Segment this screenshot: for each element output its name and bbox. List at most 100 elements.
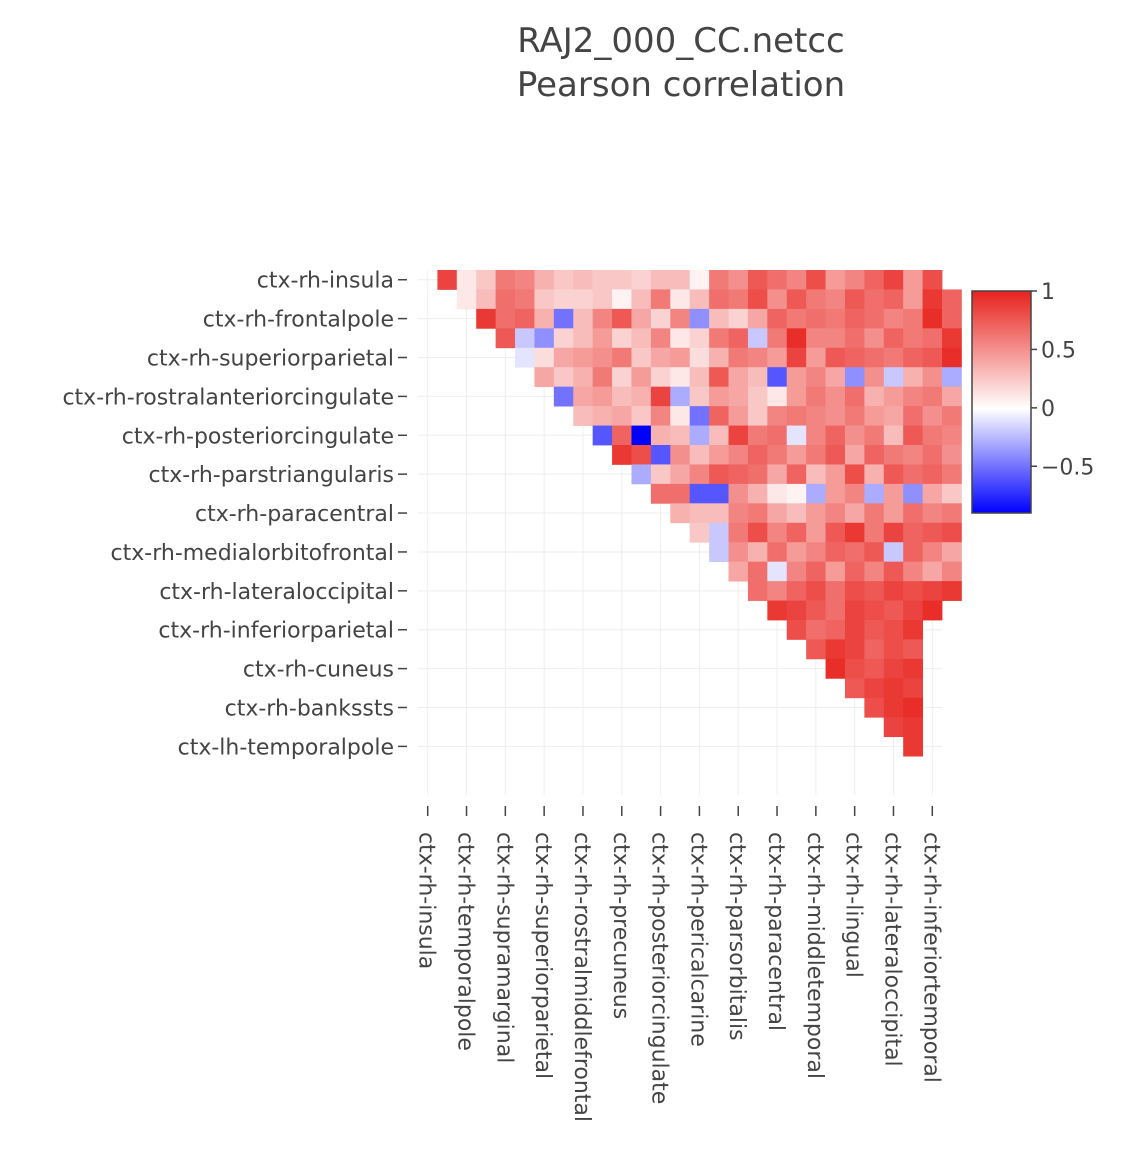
- heatmap-cell: [922, 561, 943, 582]
- heatmap-cell: [534, 270, 555, 290]
- heatmap-cell: [573, 328, 594, 349]
- heatmap-cell: [844, 367, 865, 388]
- heatmap-cell: [883, 406, 904, 426]
- heatmap-cell: [767, 542, 788, 563]
- heatmap-cell: [883, 600, 904, 621]
- heatmap-cell: [728, 522, 749, 543]
- heatmap-cell: [806, 328, 826, 349]
- heatmap-cell: [942, 542, 962, 563]
- heatmap-cell: [592, 270, 613, 290]
- heatmap-cell: [806, 367, 826, 388]
- heatmap-cell: [825, 347, 846, 368]
- heatmap-cell: [844, 483, 865, 504]
- heatmap-cell: [709, 425, 729, 446]
- heatmap-cell: [670, 503, 691, 524]
- heatmap-cell: [631, 406, 652, 426]
- heatmap-cell: [786, 445, 807, 465]
- heatmap-cell: [612, 308, 632, 329]
- heatmap-cell: [903, 406, 923, 426]
- heatmap-cell: [592, 289, 613, 310]
- heatmap-cell: [903, 503, 923, 524]
- heatmap-cell: [515, 289, 535, 310]
- heatmap-cell: [612, 347, 632, 368]
- heatmap-cell: [903, 308, 923, 329]
- heatmap-cell: [883, 328, 904, 349]
- heatmap-cell: [922, 483, 943, 504]
- colorbar-tick-label: 1: [1041, 280, 1055, 305]
- heatmap-cell: [553, 386, 574, 407]
- y-tick-label: ctx-lh-temporalpole: [178, 735, 394, 760]
- heatmap-cell: [786, 483, 807, 504]
- heatmap-cell: [903, 367, 923, 388]
- heatmap-cell: [631, 464, 652, 485]
- heatmap-cell: [631, 308, 652, 329]
- x-tick-label: ctx-rh-temporalpole: [453, 832, 478, 1051]
- heatmap-cell: [747, 522, 768, 543]
- heatmap-cell: [844, 600, 865, 621]
- heatmap-cell: [942, 483, 962, 504]
- heatmap-cell: [728, 347, 749, 368]
- heatmap-cell: [553, 308, 574, 329]
- heatmap-cell: [553, 328, 574, 349]
- heatmap-cell: [903, 678, 923, 699]
- heatmap-cell: [922, 328, 943, 349]
- y-tick-label: ctx-rh-cuneus: [243, 658, 394, 683]
- heatmap-cell: [612, 386, 632, 407]
- heatmap-cell: [534, 328, 555, 349]
- heatmap-cell: [728, 542, 749, 563]
- heatmap-cell: [844, 561, 865, 582]
- heatmap-cell: [864, 620, 885, 640]
- heatmap-cell: [786, 289, 807, 310]
- heatmap-cell: [728, 561, 749, 582]
- heatmap-cell: [631, 289, 652, 310]
- heatmap-cell: [476, 308, 497, 329]
- heatmap-cell: [534, 289, 555, 310]
- heatmap-cell: [747, 581, 768, 601]
- heatmap-cell: [825, 561, 846, 582]
- heatmap-cell: [806, 639, 826, 660]
- heatmap-cell: [747, 561, 768, 582]
- heatmap-cell: [903, 658, 923, 679]
- heatmap-cell: [883, 581, 904, 601]
- heatmap-cell: [903, 542, 923, 563]
- heatmap-cell: [883, 289, 904, 310]
- heatmap-cell: [612, 270, 632, 290]
- heatmap-cell: [786, 270, 807, 290]
- heatmap-cell: [844, 503, 865, 524]
- heatmap-cell: [670, 289, 691, 310]
- y-tick-label: ctx-rh-parstriangularis: [148, 463, 394, 488]
- heatmap-cell: [942, 561, 962, 582]
- heatmap-cell: [728, 386, 749, 407]
- heatmap-cell: [883, 464, 904, 485]
- heatmap-cell: [709, 406, 729, 426]
- heatmap-cell: [844, 308, 865, 329]
- heatmap-cell: [592, 406, 613, 426]
- heatmap-cell: [786, 328, 807, 349]
- y-tick-label: ctx-rh-medialorbitofrontal: [111, 541, 394, 566]
- heatmap-cell: [515, 270, 535, 290]
- heatmap-cell: [534, 347, 555, 368]
- heatmap-cell: [650, 328, 671, 349]
- heatmap-cell: [728, 425, 749, 446]
- heatmap-cell: [650, 347, 671, 368]
- heatmap-cell: [767, 425, 788, 446]
- heatmap-cell: [747, 289, 768, 310]
- heatmap-cell: [903, 522, 923, 543]
- chart-title-line-2: Pearson correlation: [517, 65, 845, 105]
- heatmap-cell: [942, 308, 962, 329]
- heatmap-cell: [903, 561, 923, 582]
- colorbar-gradient: [971, 290, 1032, 514]
- heatmap-cell: [515, 328, 535, 349]
- heatmap-cell: [786, 347, 807, 368]
- heatmap-cell: [689, 483, 710, 504]
- heatmap-cell: [573, 367, 594, 388]
- heatmap-cell: [767, 581, 788, 601]
- heatmap-cell: [573, 270, 594, 290]
- x-tick-label: ctx-rh-superiorparietal: [530, 832, 555, 1079]
- heatmap-cell: [612, 425, 632, 446]
- heatmap-cell: [864, 308, 885, 329]
- heatmap-cell: [612, 406, 632, 426]
- heatmap-cell: [650, 406, 671, 426]
- heatmap-cell: [825, 406, 846, 426]
- heatmap-cell: [767, 464, 788, 485]
